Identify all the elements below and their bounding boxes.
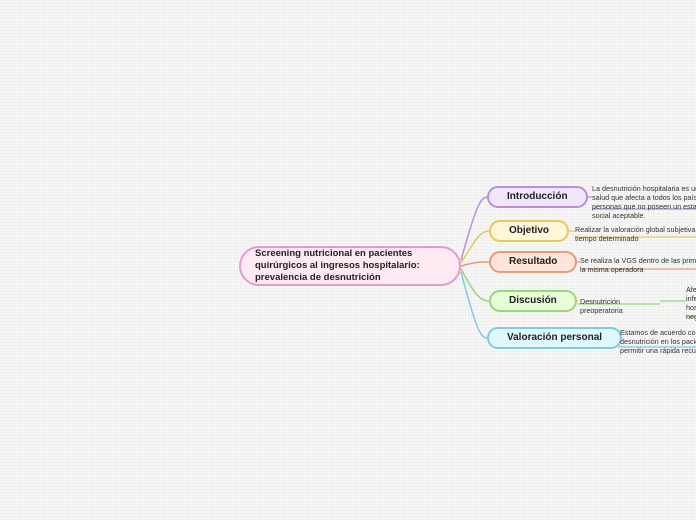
branch-valoracion[interactable]: Valoración personal: [487, 327, 622, 349]
branch-resultado[interactable]: Resultado: [489, 251, 577, 273]
leaf-discusion: Desnutrición preoperatoria: [580, 297, 660, 315]
leaf-text: La desnutrición hospitalaria es un probl…: [592, 184, 696, 220]
branch-introduccion[interactable]: Introducción: [487, 186, 588, 208]
root-label: Screening nutricional en pacientes quirú…: [255, 248, 445, 284]
leaf-valoracion: Estamos de acuerdo con el estudio de la …: [620, 328, 696, 355]
leaf-text: Se realiza la VGS dentro de las primeras…: [580, 256, 696, 274]
branch-objetivo[interactable]: Objetivo: [489, 220, 569, 242]
leaf-discusion-2: Afecta la tasa de infección tras la hosp…: [686, 285, 696, 321]
root-node[interactable]: Screening nutricional en pacientes quirú…: [239, 246, 461, 286]
leaf-text: Afecta la tasa de infección tras la hosp…: [686, 285, 696, 321]
branch-label: Objetivo: [509, 225, 549, 238]
branch-discusion[interactable]: Discusión: [489, 290, 577, 312]
leaf-text: Realizar la valoración global subjetiva …: [575, 225, 696, 243]
leaf-text: Estamos de acuerdo con el estudio de la …: [620, 328, 696, 355]
branch-label: Valoración personal: [507, 332, 602, 345]
branch-label: Discusión: [509, 295, 557, 308]
leaf-text: Desnutrición preoperatoria: [580, 297, 623, 315]
leaf-resultado: Se realiza la VGS dentro de las primeras…: [580, 256, 696, 274]
branch-label: Resultado: [509, 256, 557, 269]
branch-label: Introducción: [507, 191, 568, 204]
leaf-introduccion: La desnutrición hospitalaria es un probl…: [592, 184, 696, 220]
leaf-objetivo: Realizar la valoración global subjetiva …: [575, 225, 696, 243]
